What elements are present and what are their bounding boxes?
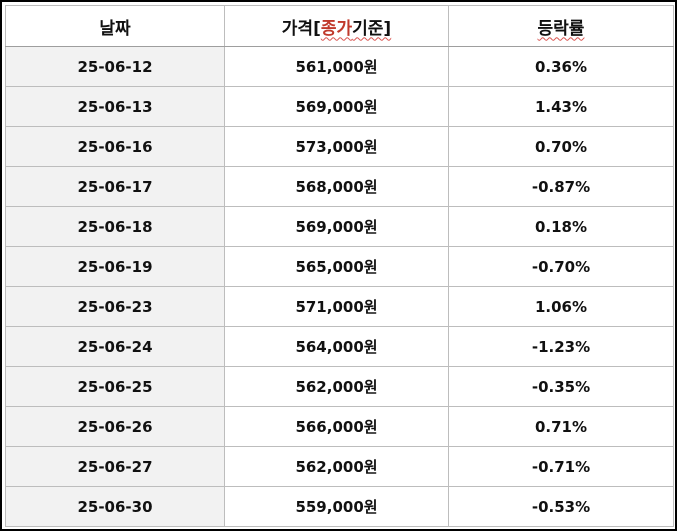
change-header-label: 등락률 — [537, 18, 585, 39]
table-row: 25-06-19 565,000원 -0.70% — [5, 246, 674, 287]
price-cell: 571,000원 — [224, 286, 449, 327]
date-cell: 25-06-13 — [5, 86, 225, 127]
price-header-suffix: 기준] — [352, 18, 392, 39]
change-cell: 0.71% — [448, 406, 674, 447]
price-cell: 569,000원 — [224, 206, 449, 247]
date-cell: 25-06-26 — [5, 406, 225, 447]
price-cell: 561,000원 — [224, 46, 449, 87]
table-row: 25-06-17 568,000원 -0.87% — [5, 166, 674, 207]
table-row: 25-06-25 562,000원 -0.35% — [5, 366, 674, 407]
table-row: 25-06-24 564,000원 -1.23% — [5, 326, 674, 367]
table-row: 25-06-16 573,000원 0.70% — [5, 126, 674, 167]
price-header-accent: 종가 — [320, 18, 353, 39]
date-cell: 25-06-30 — [5, 486, 225, 527]
date-cell: 25-06-24 — [5, 326, 225, 367]
change-cell: 1.06% — [448, 286, 674, 327]
price-cell: 564,000원 — [224, 326, 449, 367]
date-cell: 25-06-12 — [5, 46, 225, 87]
date-cell: 25-06-27 — [5, 446, 225, 487]
price-column-header: 가격[종가기준] — [224, 5, 449, 47]
change-cell: -0.71% — [448, 446, 674, 487]
table-row: 25-06-12 561,000원 0.36% — [5, 46, 674, 87]
price-cell: 573,000원 — [224, 126, 449, 167]
change-cell: 1.43% — [448, 86, 674, 127]
date-cell: 25-06-19 — [5, 246, 225, 287]
change-cell: -0.35% — [448, 366, 674, 407]
change-cell: -0.70% — [448, 246, 674, 287]
price-cell: 569,000원 — [224, 86, 449, 127]
table-row: 25-06-26 566,000원 0.71% — [5, 406, 674, 447]
date-cell: 25-06-25 — [5, 366, 225, 407]
change-cell: 0.18% — [448, 206, 674, 247]
price-cell: 568,000원 — [224, 166, 449, 207]
table-row: 25-06-27 562,000원 -0.71% — [5, 446, 674, 487]
table-row: 25-06-18 569,000원 0.18% — [5, 206, 674, 247]
price-cell: 562,000원 — [224, 366, 449, 407]
change-cell: -0.87% — [448, 166, 674, 207]
date-cell: 25-06-23 — [5, 286, 225, 327]
table-header-row: 날짜 가격[종가기준] 등락률 — [5, 5, 674, 47]
price-cell: 566,000원 — [224, 406, 449, 447]
date-cell: 25-06-16 — [5, 126, 225, 167]
table-row: 25-06-23 571,000원 1.06% — [5, 286, 674, 327]
date-cell: 25-06-17 — [5, 166, 225, 207]
date-column-header: 날짜 — [5, 5, 225, 47]
price-cell: 559,000원 — [224, 486, 449, 527]
date-header-label: 날짜 — [99, 18, 131, 39]
price-header-prefix: 가격[ — [281, 18, 321, 39]
change-cell: 0.36% — [448, 46, 674, 87]
change-cell: -0.53% — [448, 486, 674, 527]
date-cell: 25-06-18 — [5, 206, 225, 247]
price-cell: 565,000원 — [224, 246, 449, 287]
change-column-header: 등락률 — [448, 5, 674, 47]
table-row: 25-06-30 559,000원 -0.53% — [5, 486, 674, 527]
stock-price-table: 날짜 가격[종가기준] 등락률 25-06-12 561,000원 0.36% … — [5, 5, 674, 527]
change-cell: -1.23% — [448, 326, 674, 367]
table-row: 25-06-13 569,000원 1.43% — [5, 86, 674, 127]
price-cell: 562,000원 — [224, 446, 449, 487]
change-cell: 0.70% — [448, 126, 674, 167]
